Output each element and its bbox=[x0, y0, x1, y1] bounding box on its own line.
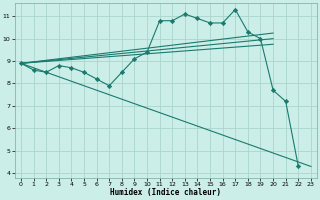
X-axis label: Humidex (Indice chaleur): Humidex (Indice chaleur) bbox=[110, 188, 221, 197]
